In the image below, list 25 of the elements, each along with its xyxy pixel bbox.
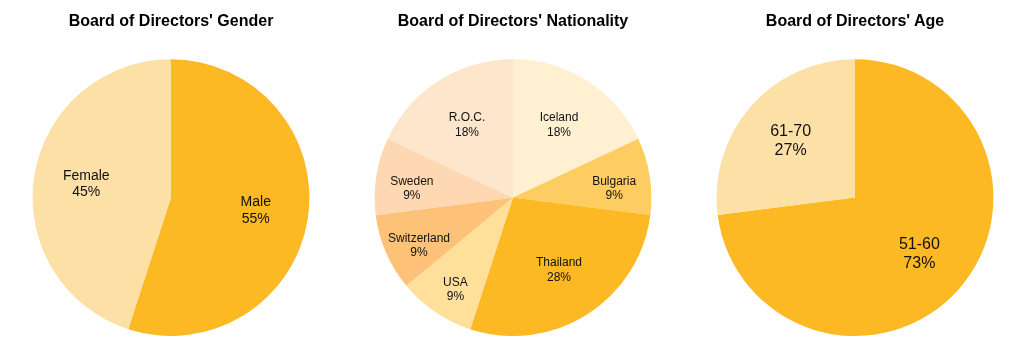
data-label: 9% [605, 188, 624, 203]
slice-label: 61-70 [770, 121, 812, 139]
data-label: 28% [546, 269, 572, 284]
data-label: 9% [410, 244, 429, 259]
slice-label: Switzerland [387, 230, 451, 245]
slice-label: Bulgaria [592, 173, 637, 188]
data-label: 55% [241, 210, 270, 227]
slice-label: R.O.C. [448, 110, 486, 125]
chart-title: Board of Directors' Gender [68, 12, 274, 30]
data-label: 18% [546, 124, 572, 139]
slice-label: 51-60 [898, 235, 940, 253]
slice-label: Thailand [535, 255, 582, 270]
data-label: 18% [455, 124, 480, 139]
data-label: 9% [403, 188, 421, 203]
slice-label: Iceland [539, 110, 579, 125]
slice-label: Sweden [390, 173, 434, 188]
data-label: 9% [446, 289, 465, 304]
slice-label: Male [240, 193, 272, 210]
data-label: 27% [774, 140, 807, 158]
data-label: 45% [72, 183, 101, 200]
chart-title: Board of Directors' Age [765, 12, 945, 30]
data-label: 73% [903, 254, 936, 272]
chart-title: Board of Directors' Nationality [397, 12, 629, 30]
slice-label: USA [443, 274, 468, 289]
slice-label: Female [62, 166, 110, 183]
